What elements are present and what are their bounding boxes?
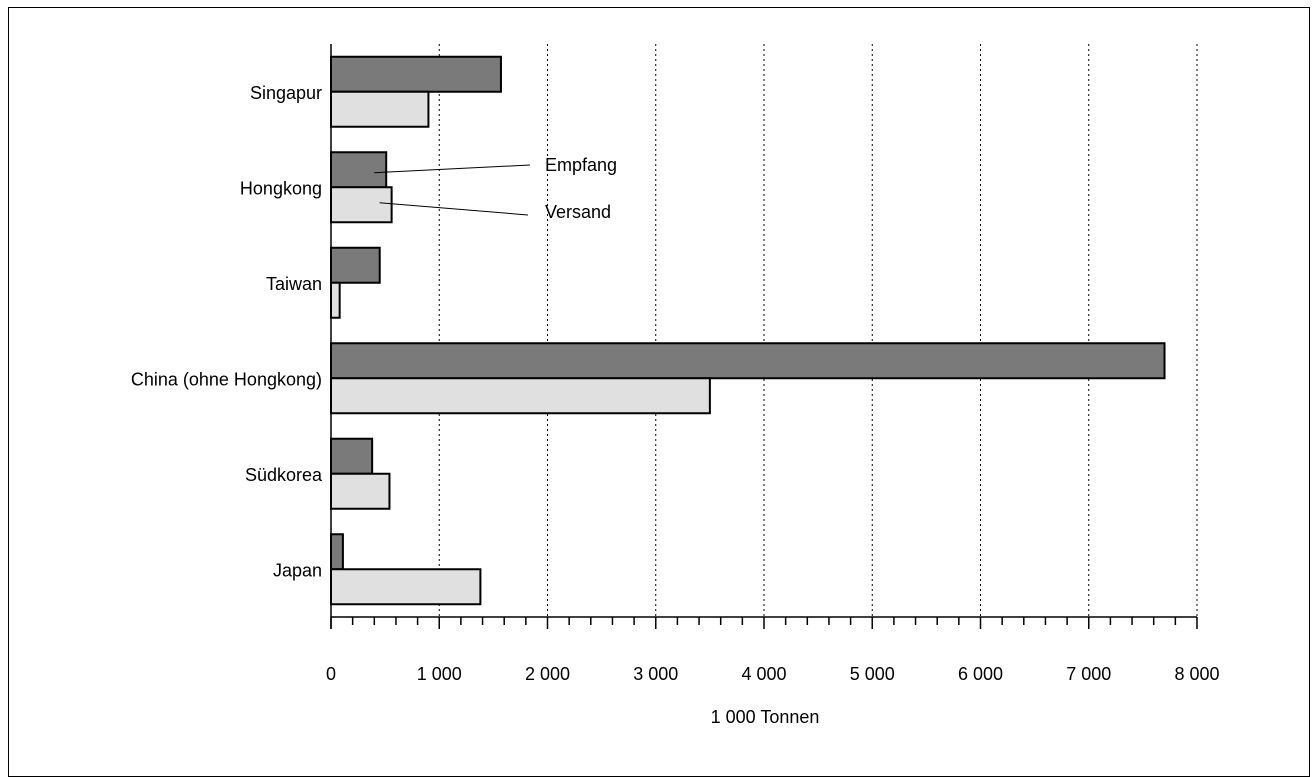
bars — [330, 55, 1166, 606]
x-tick-label: 3 000 — [633, 664, 678, 684]
x-tick-label: 7 000 — [1066, 664, 1111, 684]
bar-versand — [330, 377, 711, 415]
bar-empfang — [330, 55, 502, 93]
bar-empfang — [330, 342, 1166, 380]
x-tick-label: 4 000 — [741, 664, 786, 684]
gridlines — [438, 44, 1198, 617]
category-labels: Singapur Hongkong Taiwan China (ohne Hongko… — [131, 83, 323, 581]
category-label: Hongkong — [240, 178, 322, 198]
legend-leader-versand — [379, 202, 529, 216]
category-label: Taiwan — [266, 274, 322, 294]
x-tick-label: 8 000 — [1174, 664, 1219, 684]
category-label: Japan — [273, 560, 322, 580]
x-axis-label: 1 000 Tonnen — [711, 707, 820, 727]
x-tick-label: 5 000 — [850, 664, 895, 684]
x-tick-labels: 0 1 000 2 000 3 000 4 000 5 000 6 000 7 000 8 00… — [326, 664, 1220, 684]
bar-empfang — [330, 437, 374, 475]
category-label: Südkorea — [245, 465, 323, 485]
category-label: China (ohne Hongkong) — [131, 369, 322, 389]
x-tick-label: 6 000 — [958, 664, 1003, 684]
bar-versand — [330, 186, 393, 224]
x-tick-label: 2 000 — [525, 664, 570, 684]
x-axis — [330, 44, 1198, 629]
bar-versand — [330, 472, 391, 510]
legend-callouts: Empfang Versand — [374, 155, 617, 222]
bar-versand — [330, 90, 430, 128]
x-tick-label: 0 — [326, 664, 336, 684]
legend-label-empfang: Empfang — [545, 155, 617, 175]
category-label: Singapur — [250, 83, 322, 103]
bar-versand — [330, 281, 341, 319]
bar-empfang — [330, 533, 344, 571]
legend-label-versand: Versand — [545, 202, 611, 222]
bar-empfang — [330, 151, 388, 189]
x-tick-label: 1 000 — [417, 664, 462, 684]
bar-empfang — [330, 246, 381, 284]
legend-leader-empfang — [374, 164, 531, 174]
bar-versand — [330, 568, 482, 606]
